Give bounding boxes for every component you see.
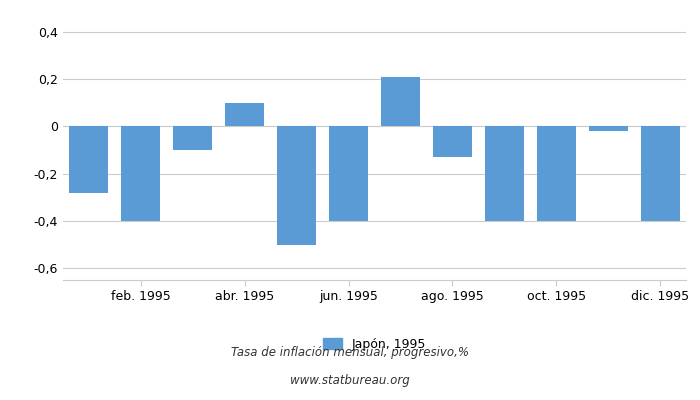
Bar: [537, 126, 575, 221]
Bar: [485, 126, 524, 221]
Bar: [69, 126, 108, 192]
Bar: [225, 103, 264, 126]
Legend: Japón, 1995: Japón, 1995: [318, 333, 431, 356]
Bar: [174, 126, 212, 150]
Bar: [381, 77, 420, 126]
Bar: [277, 126, 316, 244]
Bar: [329, 126, 368, 221]
Text: Tasa de inflación mensual, progresivo,%: Tasa de inflación mensual, progresivo,%: [231, 346, 469, 359]
Bar: [433, 126, 472, 157]
Bar: [589, 126, 628, 131]
Bar: [640, 126, 680, 221]
Text: www.statbureau.org: www.statbureau.org: [290, 374, 410, 387]
Bar: [121, 126, 160, 221]
